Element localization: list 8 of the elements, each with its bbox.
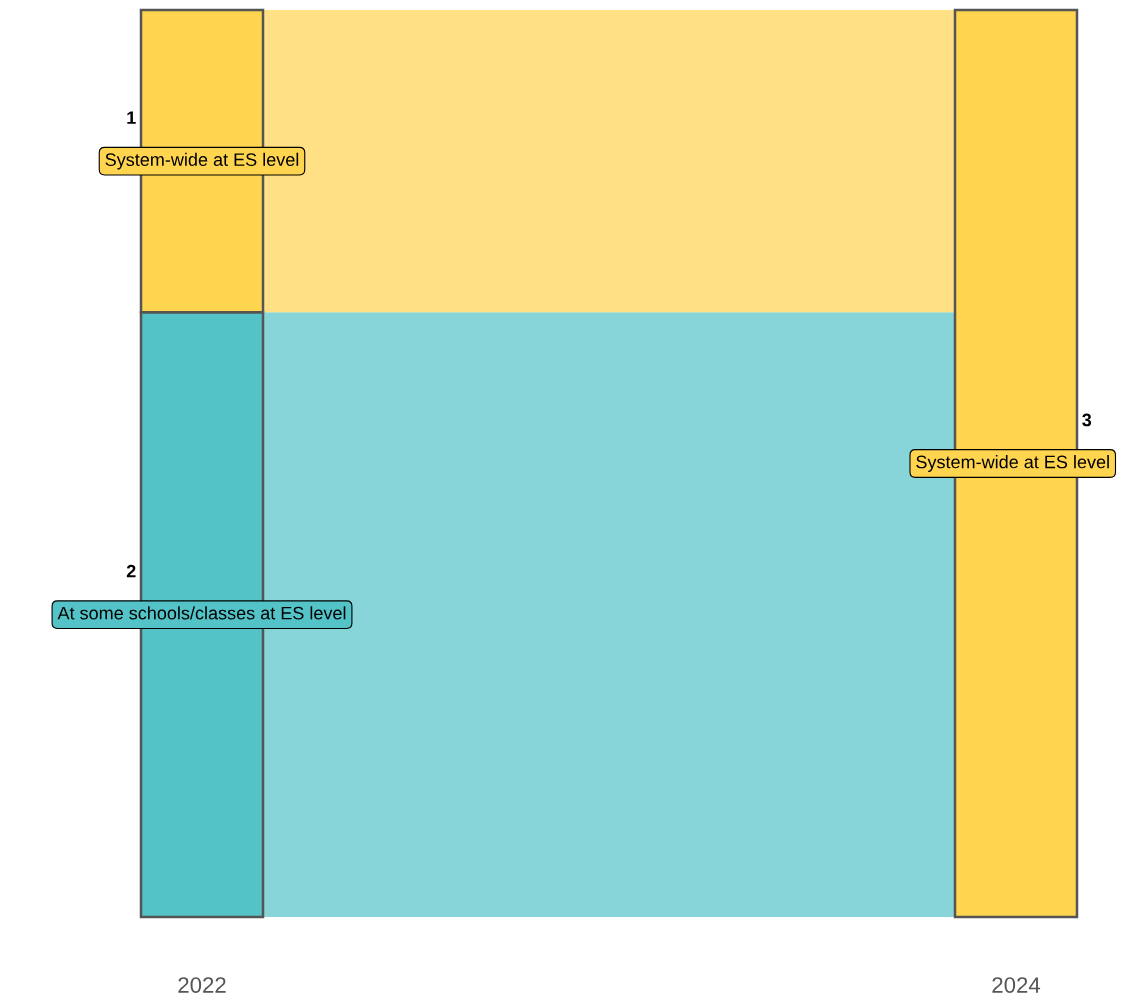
series-label: System-wide at ES level	[916, 455, 1109, 472]
x-tick-label: 2022	[178, 977, 226, 993]
x-tick-label: 2024	[992, 977, 1041, 993]
series-label: At some schools/classes at ES level	[57, 606, 346, 620]
data-label: 3	[1082, 413, 1092, 427]
text: System-wide at ES level	[105, 152, 299, 170]
data-label: 1	[127, 111, 136, 124]
data-label: 2	[126, 564, 136, 578]
